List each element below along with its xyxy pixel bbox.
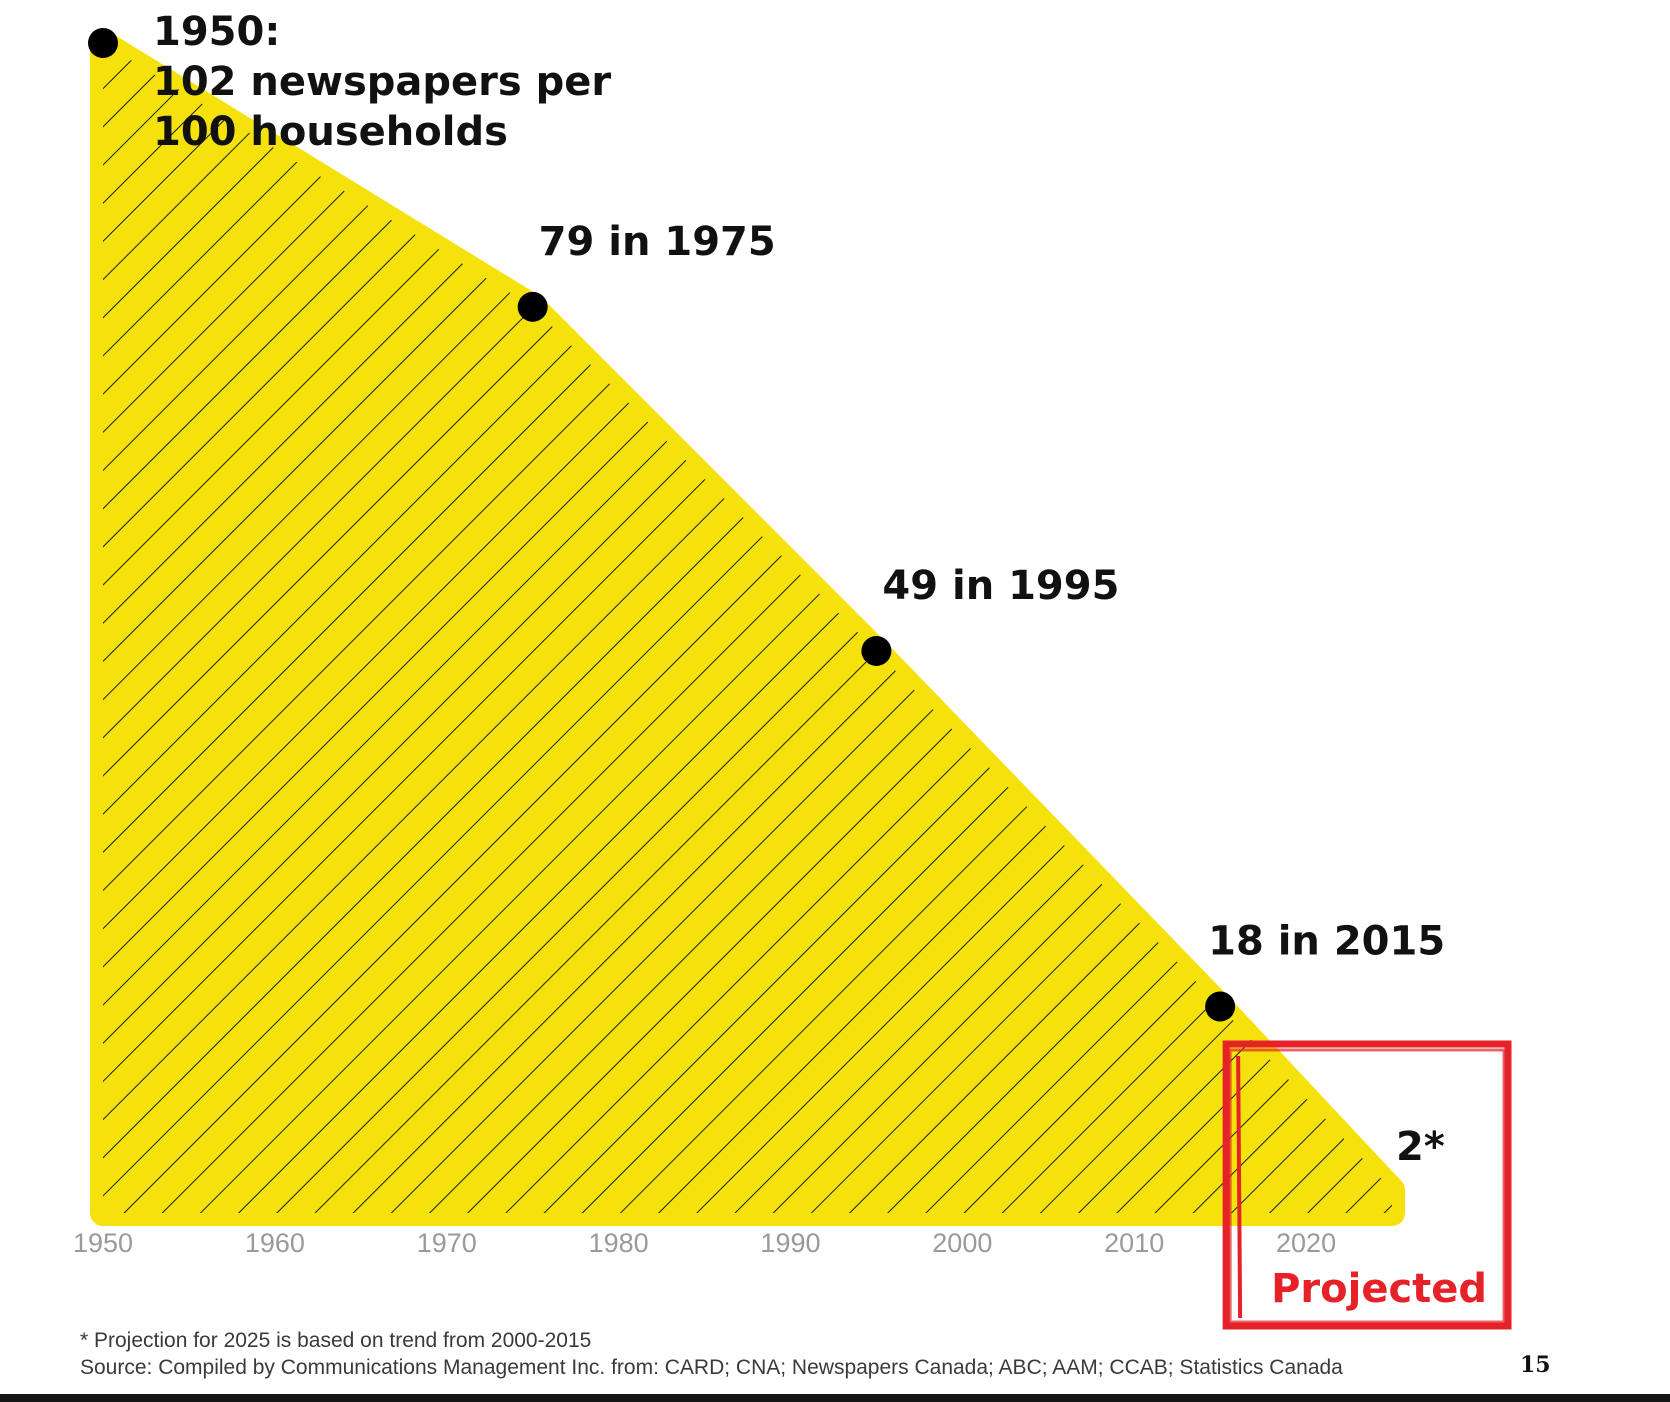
bottom-bar xyxy=(0,1394,1670,1402)
projection-box-inner-stroke xyxy=(1236,1055,1243,1319)
data-point-1995 xyxy=(861,635,892,666)
annotation-2015-line-0: 18 in 2015 xyxy=(1208,919,1445,965)
x-tick-2000: 2000 xyxy=(932,1228,992,1258)
annotation-1950-line-1: 102 newspapers per xyxy=(153,59,611,105)
x-tick-1990: 1990 xyxy=(760,1228,820,1258)
projected-label: Projected xyxy=(1271,1266,1487,1312)
projection-box: Projected xyxy=(1222,1040,1512,1330)
annotation-1950-line-0: 1950: xyxy=(153,9,280,55)
area-layer xyxy=(90,30,1405,1226)
x-tick-1960: 1960 xyxy=(245,1228,305,1258)
area-hatch xyxy=(103,43,1392,1213)
data-point-1950 xyxy=(88,28,118,58)
projection-box-outline xyxy=(1222,1040,1512,1330)
x-axis-ticks: 1950 1960 1970 1980 1990 2000 2010 2020 xyxy=(73,1228,1336,1258)
data-point-1975 xyxy=(517,291,548,322)
x-tick-2010: 2010 xyxy=(1104,1228,1164,1258)
projection-footnote: * Projection for 2025 is based on trend … xyxy=(80,1329,592,1352)
x-tick-1950: 1950 xyxy=(73,1228,133,1258)
projection-box-outline-sketch xyxy=(1228,1048,1506,1324)
source-footnote: Source: Compiled by Communications Manag… xyxy=(80,1356,1343,1379)
data-point-2015 xyxy=(1205,991,1236,1022)
x-tick-2020: 2020 xyxy=(1276,1228,1336,1258)
page-number: 15 xyxy=(1520,1352,1551,1378)
annotation-1995-line-0: 49 in 1995 xyxy=(882,563,1119,609)
annotation-2025-line-0: 2* xyxy=(1396,1124,1445,1170)
annotation-1975-line-0: 79 in 1975 xyxy=(539,219,776,265)
annotation-1950-line-2: 100 households xyxy=(153,109,508,155)
marker-layer xyxy=(88,28,1236,1022)
x-tick-1970: 1970 xyxy=(417,1228,477,1258)
x-tick-1980: 1980 xyxy=(589,1228,649,1258)
